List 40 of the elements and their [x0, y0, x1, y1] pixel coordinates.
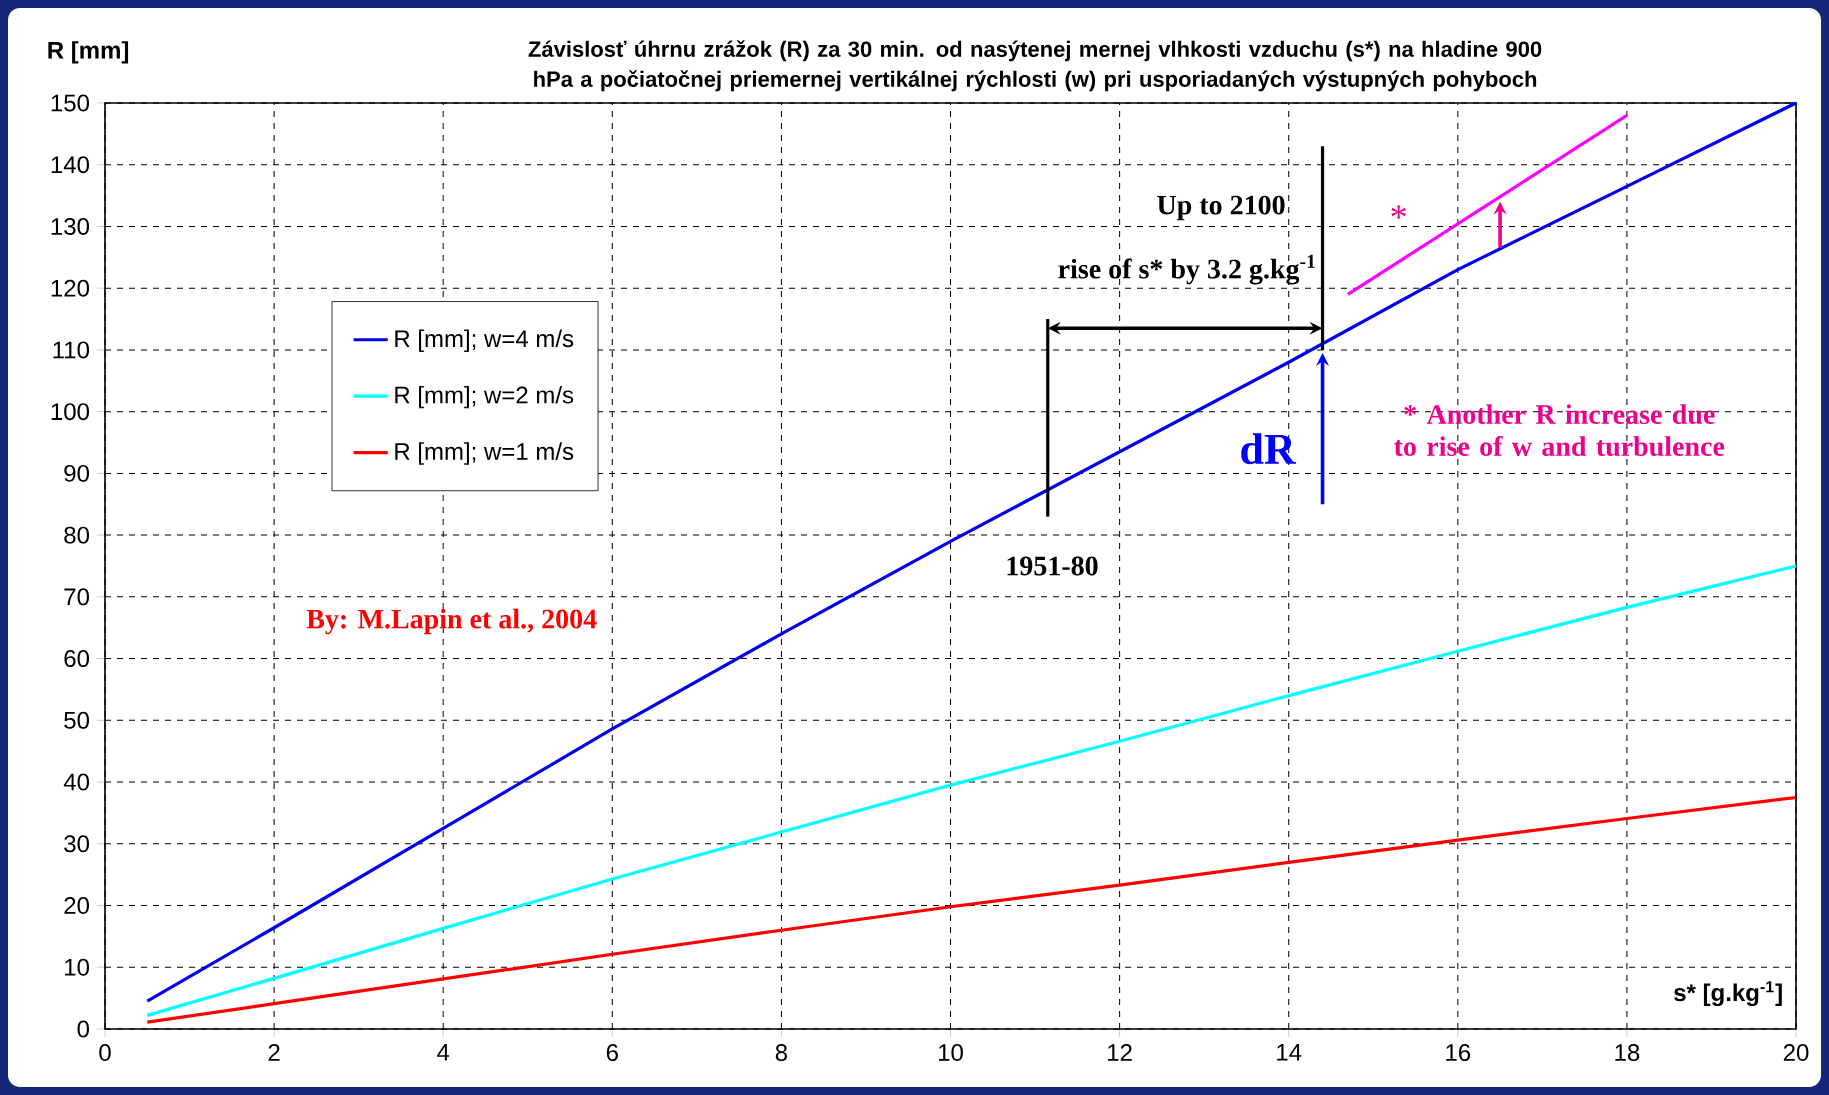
x-axis-title: s* [g.kg$^{-1}$]	[1674, 981, 1782, 1007]
x-tick-label: 6	[606, 1044, 618, 1062]
x-tick-label: 8	[775, 1044, 788, 1062]
legend-label: R [mm]; w=4 m/s	[395, 329, 574, 352]
y-tick-label: 150	[51, 94, 90, 112]
y-tick-label: 60	[64, 650, 90, 668]
annotation: Up to 2100	[1157, 195, 1285, 221]
y-tick-label: 140	[51, 156, 90, 174]
chart-title: Závislosť úhrnu zrážok (R) za 30 min. od nasýtenej mernej vlhkosti vzduchu (s*) na hladine 900 hPa a počiatočnej priemernej vertikálnej rýchlosti (w) pri usporiadaných výstupných pohyboch	[528, 40, 1542, 92]
x-tick-label: 0	[99, 1044, 111, 1062]
x-tick-label: 10	[938, 1044, 963, 1062]
y-tick-label: 20	[64, 897, 90, 914]
x-tick-label: 12	[1108, 1044, 1132, 1061]
y-tick-label: 130	[51, 217, 90, 235]
annotation: dR	[1241, 433, 1297, 465]
y-tick-label: 80	[64, 526, 90, 544]
y-tick-label: 110	[53, 341, 90, 359]
y-tick-label: 70	[64, 588, 90, 606]
x-tick-label: 20	[1783, 1044, 1809, 1062]
x-tick-label: 14	[1277, 1044, 1302, 1061]
x-tick-label: 4	[437, 1044, 450, 1061]
y-tick-label: 100	[51, 403, 90, 421]
annotation: rise of s* by 3.2 g.kg$^{-1}$	[1058, 254, 1315, 285]
y-tick-label: 50	[64, 711, 90, 729]
y-tick-label: 120	[51, 279, 90, 297]
legend-label: R [mm]; w=1 m/s	[395, 442, 574, 465]
y-tick-label: 90	[64, 464, 90, 482]
x-tick-label: 2	[268, 1044, 280, 1061]
y-tick-label: 40	[63, 773, 90, 791]
annotation: *	[1391, 205, 1406, 219]
annotation: * Another R increase due to rise of w and turbulence	[1394, 404, 1725, 457]
y-tick-label: 30	[64, 835, 90, 853]
y-tick-label: 10	[65, 958, 90, 976]
y-tick-label: 0	[77, 1020, 90, 1038]
annotation: 1951-80	[1007, 556, 1098, 576]
annotation: By: M.Lapin et al., 2004	[306, 608, 597, 635]
y-axis-title: R [mm]	[48, 41, 129, 64]
x-tick-label: 16	[1446, 1044, 1471, 1062]
legend-label: R [mm]; w=2 m/s	[395, 385, 574, 409]
x-tick-label: 18	[1615, 1044, 1640, 1062]
